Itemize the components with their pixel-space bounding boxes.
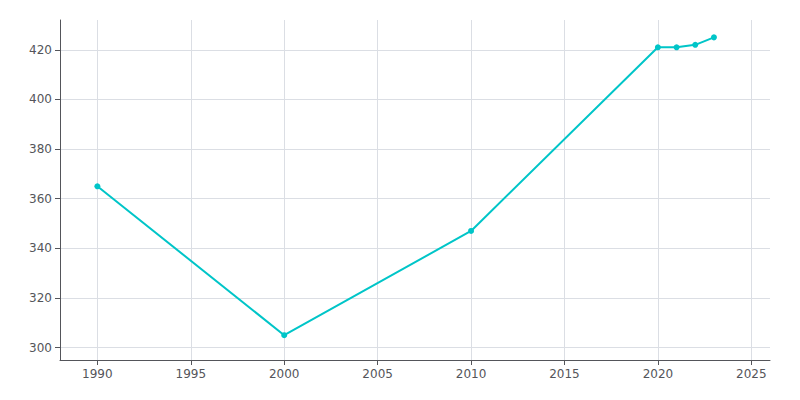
svg-text:2020: 2020: [643, 367, 674, 381]
svg-text:340: 340: [29, 241, 52, 255]
svg-text:2010: 2010: [456, 367, 487, 381]
svg-text:2015: 2015: [549, 367, 580, 381]
svg-text:420: 420: [29, 43, 52, 57]
svg-text:1990: 1990: [82, 367, 113, 381]
svg-text:300: 300: [29, 341, 52, 355]
svg-text:320: 320: [29, 291, 52, 305]
svg-text:380: 380: [29, 142, 52, 156]
svg-text:2025: 2025: [736, 367, 767, 381]
svg-text:2000: 2000: [269, 367, 300, 381]
svg-text:360: 360: [29, 192, 52, 206]
svg-text:2005: 2005: [362, 367, 393, 381]
svg-text:400: 400: [29, 92, 52, 106]
svg-text:1995: 1995: [176, 367, 207, 381]
